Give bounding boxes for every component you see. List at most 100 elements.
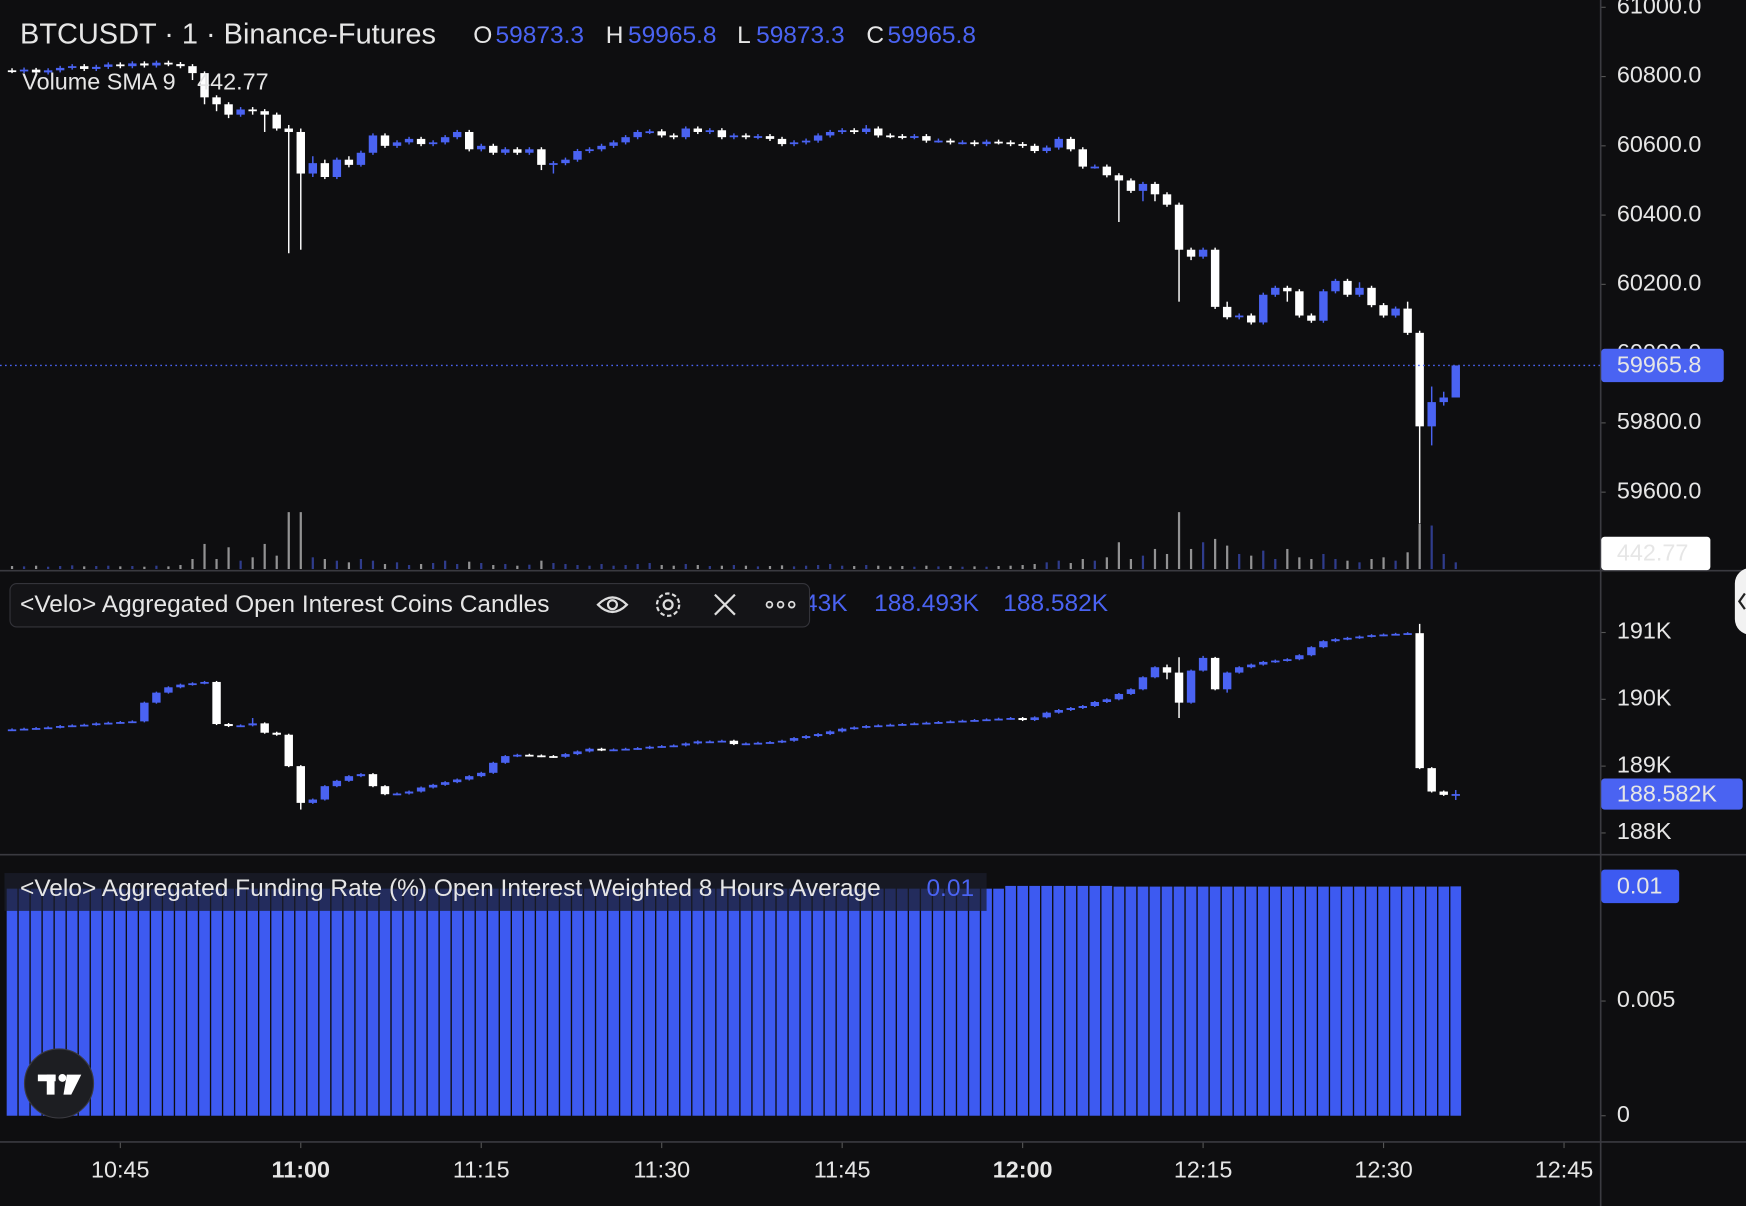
funding-bar [343, 888, 355, 1116]
volume-bar [829, 564, 832, 570]
volume-bar [1033, 564, 1036, 570]
candle-body [801, 736, 811, 739]
candle-body [1186, 670, 1196, 703]
candle-body [368, 774, 378, 787]
candle-body [741, 135, 751, 138]
oi-legend-value: 188.582K [1003, 590, 1109, 617]
candle-body [392, 142, 402, 146]
y-tick-label: 189K [1617, 751, 1672, 777]
oi-header[interactable]: <Velo> Aggregated Open Interest Coins Ca… [9, 582, 811, 628]
volume-bar [540, 560, 543, 570]
candle-body [1090, 166, 1100, 169]
x-tick-label: 12:45 [1535, 1157, 1594, 1183]
volume-bar [203, 543, 206, 570]
candle-body [1295, 291, 1304, 316]
funding-bar [126, 888, 138, 1116]
candle-body [1018, 718, 1027, 721]
volume-bar [889, 566, 892, 570]
funding-bar [175, 888, 186, 1116]
funding-bar [1125, 886, 1137, 1116]
candle-body [19, 728, 29, 731]
price-tag-bg [1601, 348, 1724, 383]
candle-body [837, 728, 847, 732]
volume-bar [504, 564, 507, 570]
candle-body [970, 720, 979, 722]
settings-icon[interactable] [655, 592, 681, 617]
volume-bar [1346, 560, 1349, 570]
candle-body [849, 727, 859, 730]
funding-bar [331, 888, 343, 1116]
funding-bar [1221, 886, 1233, 1116]
candle-body [320, 163, 330, 177]
x-tick-label: 12:30 [1354, 1157, 1413, 1183]
volume-bar [1442, 553, 1445, 570]
candle-body [1307, 315, 1316, 321]
tradingview-logo[interactable] [23, 1048, 95, 1119]
candle-body [440, 782, 450, 785]
candle-body [994, 141, 1003, 144]
candle-body [1367, 635, 1376, 637]
candle-body [1162, 194, 1172, 205]
funding-bar [812, 888, 824, 1116]
side-toggle[interactable] [1734, 568, 1746, 635]
candle-body [621, 748, 630, 751]
candle-body [669, 745, 678, 748]
close-icon[interactable] [714, 593, 736, 616]
candle-body [212, 681, 221, 725]
candle-body [837, 130, 847, 133]
eye-icon[interactable] [596, 596, 629, 614]
funding-bar [307, 888, 319, 1116]
candle-body [464, 131, 474, 150]
volume-bar [251, 557, 254, 570]
x-tick-label: 11:00 [272, 1157, 331, 1183]
more-icon[interactable] [765, 600, 796, 609]
legend-key: L [737, 22, 751, 49]
candle-body [67, 725, 77, 728]
volume-bar [59, 566, 62, 570]
funding-bar [151, 888, 162, 1116]
candle-body [1295, 655, 1304, 660]
funding-bar [896, 888, 908, 1116]
candle-body [1138, 183, 1148, 191]
funding-bar [463, 888, 475, 1116]
candle-body [477, 772, 486, 777]
volume-bar [576, 565, 579, 570]
volume-bar [444, 560, 447, 570]
candle-body [55, 67, 65, 71]
candle-body [224, 104, 233, 115]
funding-bar [199, 888, 210, 1116]
funding-bar [872, 888, 884, 1116]
funding-bar [319, 888, 331, 1116]
candle-body [236, 725, 245, 728]
candle-body [416, 138, 426, 145]
volume-bar [1021, 565, 1024, 570]
volume-sma-value: 442.77 [197, 69, 269, 95]
candle-body [874, 128, 883, 136]
funding-legend-box [4, 873, 987, 911]
candle-body [1102, 699, 1112, 702]
volume-bar [997, 566, 1000, 570]
funding-bar [1101, 885, 1113, 1116]
price-tags: 59965.8 442.77 188.582K 0.01 [1601, 348, 1743, 904]
candle-body [1451, 365, 1460, 398]
volume-bar [1141, 555, 1145, 570]
volume-bar [359, 558, 363, 570]
legend-key: H [606, 22, 624, 49]
candle-body [224, 724, 233, 727]
candle-body [645, 131, 654, 134]
funding-bar [548, 888, 559, 1116]
funding-bar [728, 888, 740, 1116]
candle-body [1271, 287, 1280, 295]
legend-value: 59873.3 [496, 22, 585, 49]
funding-bar [427, 888, 439, 1116]
candle-body [1427, 402, 1436, 427]
candle-body [248, 109, 257, 112]
volume-bar [1057, 560, 1060, 570]
axes: 61000.060800.060600.060400.060200.060000… [91, 0, 1701, 1183]
candle-body [344, 159, 354, 165]
y-tick-label: 60400.0 [1617, 200, 1702, 226]
volume-bar [732, 565, 736, 570]
candle-body [1042, 712, 1051, 718]
logo-part [58, 1074, 67, 1082]
